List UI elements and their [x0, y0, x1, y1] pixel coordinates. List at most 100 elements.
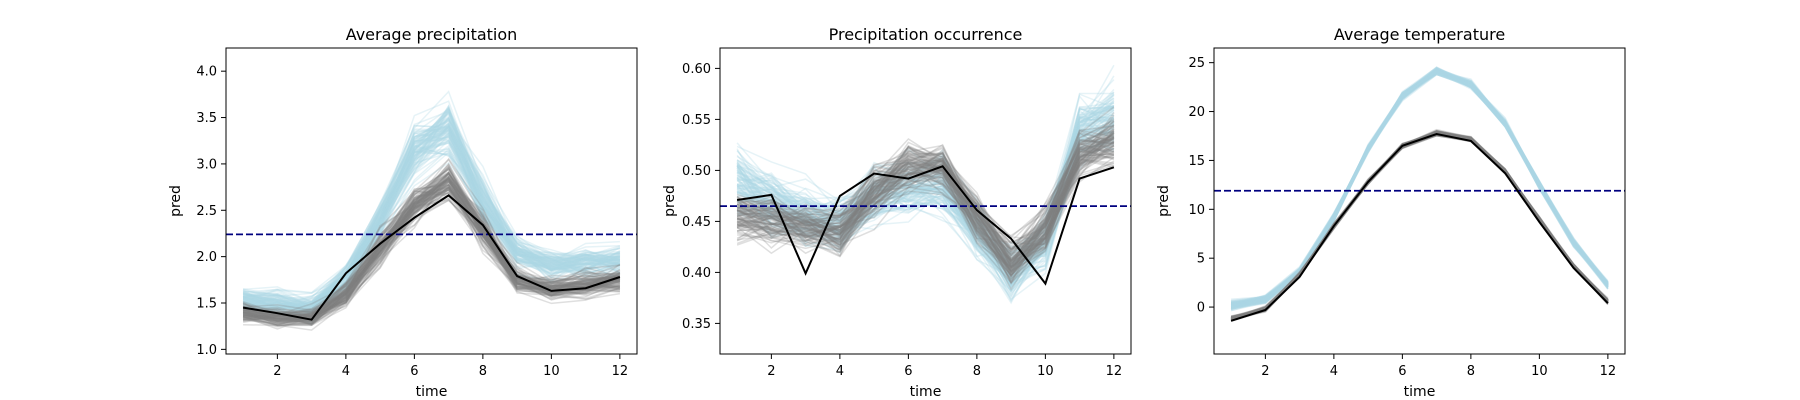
ensemble-line: [1230, 132, 1609, 319]
ensemble-line: [736, 93, 1115, 278]
ensemble-line: [242, 133, 621, 309]
ensemble-line: [1230, 132, 1609, 319]
ensemble-line: [243, 176, 621, 318]
ensemble-line: [736, 148, 1114, 269]
ensemble-line: [736, 117, 1114, 265]
x-tick-label: 4: [836, 364, 844, 379]
ensemble-line: [242, 184, 620, 318]
ensemble-line: [242, 135, 621, 310]
ensemble-line: [737, 108, 1115, 263]
ensemble-line: [736, 107, 1115, 292]
ensemble-line: [243, 145, 620, 312]
ensemble-line: [243, 188, 620, 319]
ensemble-line: [242, 108, 620, 315]
ensemble-line: [242, 142, 621, 319]
ensemble-line: [737, 142, 1115, 249]
ensemble-line: [242, 152, 621, 325]
ensemble-line: [1230, 131, 1609, 319]
chart-panel-1: 2 4 6 8 10 12 1.0 1.5 2.0 2.5 3.0 3.5 4.0 Average pre…: [168, 25, 638, 400]
x-axis-label: time: [910, 384, 942, 400]
ensemble-line: [1230, 69, 1609, 308]
ensemble-line: [1231, 70, 1609, 308]
ensemble-line: [242, 171, 621, 318]
ensemble-line: [242, 121, 621, 317]
ensemble-line: [242, 117, 621, 314]
ensemble-line: [1230, 71, 1609, 308]
ensemble-line: [1230, 68, 1609, 306]
ensemble-line: [736, 116, 1115, 269]
ensemble-line: [243, 125, 620, 303]
ensemble-line: [242, 166, 621, 323]
ensemble-line: [242, 171, 621, 321]
ensemble-line: [1230, 132, 1609, 320]
ensemble-line: [242, 177, 621, 322]
ensemble-line: [736, 130, 1115, 259]
ensemble-line: [243, 122, 621, 314]
ensemble-line: [243, 123, 621, 303]
ensemble-line: [736, 130, 1115, 288]
x-tick-label: 6: [904, 364, 912, 379]
ensemble-line: [242, 172, 621, 323]
ensemble-line: [242, 180, 620, 323]
ensemble-line: [736, 125, 1115, 272]
ensemble-line: [243, 124, 621, 310]
ensemble-line: [243, 122, 620, 314]
ensemble-line: [243, 132, 620, 308]
ensemble-line: [1230, 69, 1609, 312]
ensemble-line: [1230, 66, 1609, 308]
ensemble-line: [736, 130, 1114, 279]
ensemble-line: [736, 134, 1115, 245]
ensemble-line: [737, 111, 1115, 268]
ensemble-line: [736, 100, 1115, 268]
ensemble-line: [242, 116, 620, 311]
ensemble-line: [1230, 71, 1609, 308]
ensemble-line: [1230, 132, 1609, 320]
x-tick-label: 12: [612, 364, 629, 379]
ensemble-line: [1231, 70, 1609, 304]
ensemble-line: [1230, 67, 1609, 311]
ensemble-line: [242, 168, 621, 323]
ensemble-line: [736, 161, 1115, 284]
ensemble-line: [242, 186, 621, 324]
ensemble-line: [1230, 71, 1609, 305]
ensemble-line: [243, 186, 621, 318]
ensemble-line: [242, 119, 620, 307]
ensemble-line: [1230, 69, 1609, 305]
ensemble-line: [242, 139, 621, 314]
ensemble-line: [737, 105, 1115, 272]
ensemble-line: [242, 131, 621, 309]
ensemble-line: [242, 158, 620, 314]
ensemble-line: [736, 116, 1114, 286]
ensemble-line: [1230, 70, 1609, 308]
ensemble-line: [243, 109, 621, 317]
ensemble-line: [736, 149, 1114, 278]
ensemble-line: [1230, 132, 1609, 321]
ensemble-line: [1230, 132, 1609, 318]
ensemble-line: [242, 136, 620, 313]
axes-frame: [719, 47, 1132, 355]
ensemble-line: [1230, 133, 1609, 322]
ensemble-line: [1230, 69, 1609, 310]
y-axis-label: pred: [662, 185, 678, 217]
ensemble-line: [1230, 130, 1609, 320]
ensemble-line: [1230, 67, 1609, 308]
ensemble-line: [736, 91, 1115, 262]
ensemble-line: [736, 143, 1115, 272]
ensemble-line: [242, 132, 621, 311]
ensemble-line: [1230, 70, 1609, 305]
ensemble-line: [242, 147, 621, 315]
ensemble-line: [1230, 133, 1609, 321]
ensemble-line: [1231, 70, 1609, 305]
series-line: [242, 194, 621, 321]
ensemble-line: [736, 136, 1115, 274]
ensemble-line: [1230, 69, 1609, 307]
ensemble-line: [736, 127, 1115, 263]
ensemble-line: [736, 141, 1115, 297]
ensemble-line: [1230, 67, 1609, 308]
ensemble-line: [1230, 133, 1609, 320]
ensemble-line: [736, 158, 1115, 269]
ensemble-line: [243, 90, 621, 307]
ensemble-line: [736, 142, 1115, 280]
ensemble-line: [243, 117, 621, 313]
